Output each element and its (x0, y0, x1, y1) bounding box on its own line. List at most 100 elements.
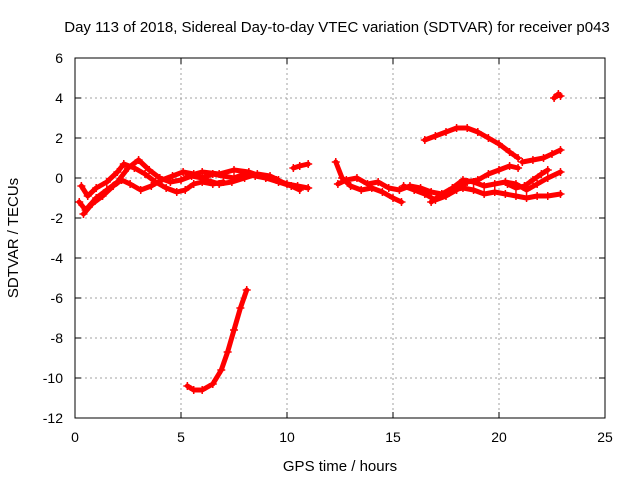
data-point (490, 180, 499, 188)
data-point (520, 182, 529, 190)
data-point (533, 192, 542, 200)
data-point (230, 326, 238, 334)
data-point (77, 182, 86, 190)
data-point (505, 162, 514, 170)
data-point (395, 186, 404, 194)
plot-frame (74, 57, 606, 419)
data-point (136, 186, 145, 194)
x-tick-label: 25 (597, 429, 613, 445)
data-point (543, 166, 552, 174)
data-point (495, 140, 503, 148)
data-point (126, 180, 135, 188)
data-point (130, 164, 139, 172)
data-series-arc-6 (183, 286, 251, 394)
data-point (556, 146, 565, 154)
data-series-arc-9 (399, 162, 523, 204)
x-tick-label: 20 (491, 429, 507, 445)
data-point (147, 182, 156, 190)
data-point (480, 190, 489, 198)
series-trace (422, 125, 521, 161)
data-point (140, 170, 149, 178)
data-point (397, 198, 406, 206)
data-point (92, 184, 101, 192)
plot-series (75, 90, 565, 394)
data-point (495, 166, 503, 174)
y-tick-label: -2 (51, 210, 64, 226)
data-point (183, 172, 192, 180)
data-point (427, 188, 436, 196)
data-point (458, 176, 467, 184)
data-point (420, 136, 429, 144)
data-point (208, 380, 217, 388)
data-point (518, 158, 527, 166)
data-point (490, 188, 499, 196)
data-point (172, 188, 181, 196)
data-point (543, 174, 552, 182)
data-point (442, 128, 450, 136)
data-point (548, 150, 556, 158)
data-point (189, 386, 198, 394)
data-point (230, 166, 238, 174)
y-tick-label: -6 (51, 290, 64, 306)
data-point (295, 186, 304, 194)
y-tick-label: 4 (55, 90, 63, 106)
data-point (556, 168, 565, 176)
y-tick-label: 0 (55, 170, 63, 186)
data-series-arc-12 (518, 146, 565, 166)
data-point (469, 178, 478, 186)
data-point (215, 170, 224, 178)
data-point (287, 182, 296, 190)
data-point (289, 164, 298, 172)
x-axis-label: GPS time / hours (283, 458, 397, 475)
chart-title: Day 113 of 2018, Sidereal Day-to-day VTE… (64, 19, 610, 36)
data-point (484, 170, 493, 178)
data-point (134, 156, 143, 164)
data-point (244, 168, 253, 176)
data-point (183, 382, 192, 390)
data-point (473, 128, 482, 136)
data-point (119, 160, 128, 168)
data-point (333, 180, 342, 188)
data-point (261, 174, 270, 182)
data-point (240, 174, 249, 182)
data-series-arc-5 (289, 160, 313, 172)
data-point (331, 158, 340, 166)
data-point (295, 162, 304, 170)
data-point (177, 176, 185, 184)
x-tick-label: 15 (385, 429, 401, 445)
data-point (378, 188, 387, 196)
data-point (79, 210, 88, 218)
data-point (227, 178, 236, 186)
data-point (87, 200, 96, 208)
data-point (352, 174, 361, 182)
data-point (427, 198, 436, 206)
data-point (437, 190, 446, 198)
data-point (75, 198, 84, 206)
data-point (217, 366, 226, 374)
data-series-arc-14 (550, 90, 565, 102)
series-trace (78, 161, 226, 199)
data-point (463, 124, 472, 132)
data-point (109, 182, 118, 190)
data-point (357, 186, 366, 194)
data-point (389, 194, 397, 202)
data-point (274, 178, 283, 186)
data-point (528, 156, 537, 164)
data-point (179, 168, 188, 176)
data-point (102, 178, 111, 186)
data-point (363, 180, 372, 188)
y-tick-label: -4 (51, 250, 64, 266)
data-point (189, 180, 198, 188)
data-point (539, 154, 548, 162)
x-tick-label: 10 (279, 429, 295, 445)
data-series-arc-13 (503, 166, 552, 192)
data-point (420, 190, 429, 198)
data-series-arc-11 (420, 124, 523, 162)
data-point (117, 176, 126, 184)
data-point (384, 184, 393, 192)
data-point (469, 186, 478, 194)
x-tick-label: 5 (177, 429, 185, 445)
data-point (537, 170, 546, 178)
data-point (431, 132, 440, 140)
data-point (157, 176, 166, 184)
